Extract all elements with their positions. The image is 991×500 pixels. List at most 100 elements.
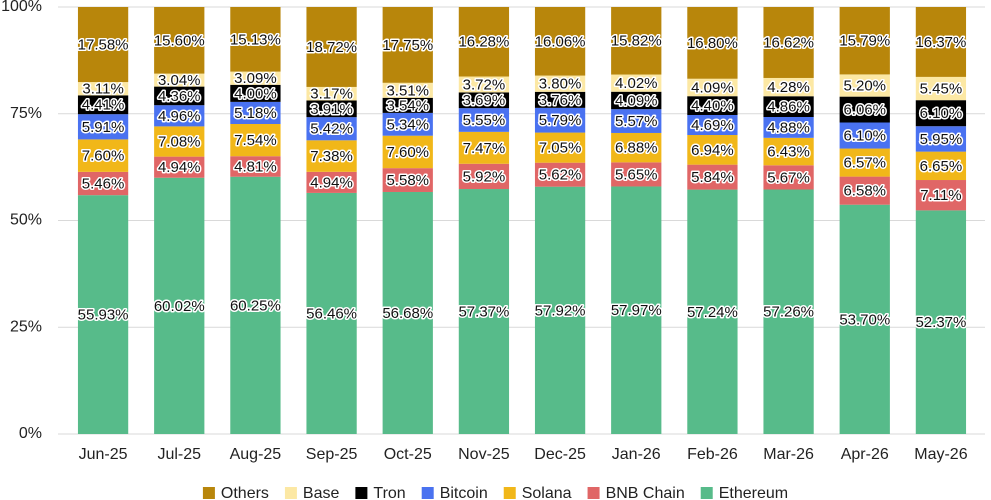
value-label: 6.88% [615,140,658,157]
legend-item: Solana [503,485,572,500]
bar-segment [230,7,281,72]
y-tick-label: 50% [10,212,42,229]
value-label: 3.51% [386,82,429,99]
value-label: 16.37% [915,34,966,51]
value-label: 5.62% [539,167,582,184]
bar-segment [915,7,967,77]
value-label: 6.65% [920,158,963,175]
value-label: 4.40% [691,98,734,115]
x-tick-label: Nov-25 [458,446,510,463]
bar-segment [306,86,357,101]
bar-segment [687,7,738,79]
bar-segment [915,180,967,211]
value-label: 4.09% [615,92,658,109]
bar-segment [839,176,890,205]
bar-segment [915,151,967,181]
bar-segment [230,71,281,85]
bar-segment [458,7,510,77]
value-label: 4.28% [767,79,810,96]
legend-swatch [587,487,600,499]
bar-segment [611,162,662,187]
value-label: 57.24% [687,304,738,321]
legend-item: Ethereum [700,485,788,500]
bar-segment [458,163,510,190]
value-label: 6.10% [920,105,963,122]
bar-segment [154,73,205,87]
bar-segment [382,82,433,98]
bar-segment [687,114,738,136]
bar-segment [382,168,433,192]
bar-segment [382,97,433,113]
bar-segment [458,189,510,434]
legend-label: BNB Chain [606,485,685,500]
bar-segment [611,7,662,75]
bar-segment [763,7,814,78]
legend-swatch [202,487,215,499]
bar-segment [687,78,738,97]
bar-segment [611,109,662,133]
x-tick-label: Feb-26 [687,446,738,463]
value-label: 5.95% [920,131,963,148]
bar-segment [915,76,967,101]
bar-segment [306,7,357,87]
value-label: 5.20% [843,77,886,94]
legend-label: Base [303,485,340,500]
bar-segment [306,140,357,172]
bar-segment [382,135,433,169]
legend-label: Bitcoin [440,485,488,500]
x-tick-label: Jan-26 [612,446,661,463]
bar-segment [611,91,662,110]
value-label: 18.72% [306,39,357,56]
value-label: 7.54% [234,132,277,149]
value-label: 52.37% [915,314,966,331]
value-label: 3.91% [310,101,353,118]
value-label: 17.75% [382,37,433,54]
legend-label: Solana [522,485,572,500]
bar-segment [687,164,738,190]
x-tick-label: Jul-25 [157,446,201,463]
x-tick-label: Oct-25 [384,446,432,463]
bar-segment [534,162,586,187]
bar-segment [915,126,967,152]
value-label: 5.91% [82,119,125,136]
value-label: 5.34% [386,116,429,133]
value-label: 6.57% [843,155,886,172]
y-tick-label: 75% [10,105,42,122]
bar-segment [534,75,586,92]
value-label: 5.18% [234,105,277,122]
bar-segment [763,77,814,97]
bar-segment [763,189,814,434]
value-label: 15.60% [154,32,205,49]
x-tick-label: Dec-25 [534,446,586,463]
value-label: 16.62% [763,34,814,51]
bar-segment [306,192,357,434]
value-label: 4.94% [158,159,201,176]
bar-segment [763,137,814,166]
x-tick-label: Jun-25 [79,446,128,463]
bar-segment [687,189,738,434]
value-label: 4.96% [158,108,201,125]
bar-segment [154,177,205,434]
bar-segment [839,96,890,123]
value-label: 6.94% [691,142,734,159]
value-label: 6.06% [843,102,886,119]
bar-segment [611,132,662,163]
value-label: 57.92% [535,302,586,319]
value-label: 3.09% [234,70,277,87]
bar-segment [77,82,129,96]
value-label: 16.06% [535,33,586,50]
bar-segment [534,107,586,133]
value-label: 55.93% [78,307,129,324]
value-label: 17.58% [78,37,129,54]
value-label: 6.58% [843,183,886,200]
value-label: 3.69% [463,92,506,109]
x-tick-label: May-26 [914,446,967,463]
value-label: 5.67% [767,169,810,186]
value-label: 57.97% [611,302,662,319]
value-label: 53.70% [839,311,890,328]
bar-segment [534,7,586,76]
value-label: 5.92% [463,168,506,185]
bar-segment [382,191,433,434]
bar-segment [611,74,662,92]
x-tick-label: Mar-26 [763,446,814,463]
